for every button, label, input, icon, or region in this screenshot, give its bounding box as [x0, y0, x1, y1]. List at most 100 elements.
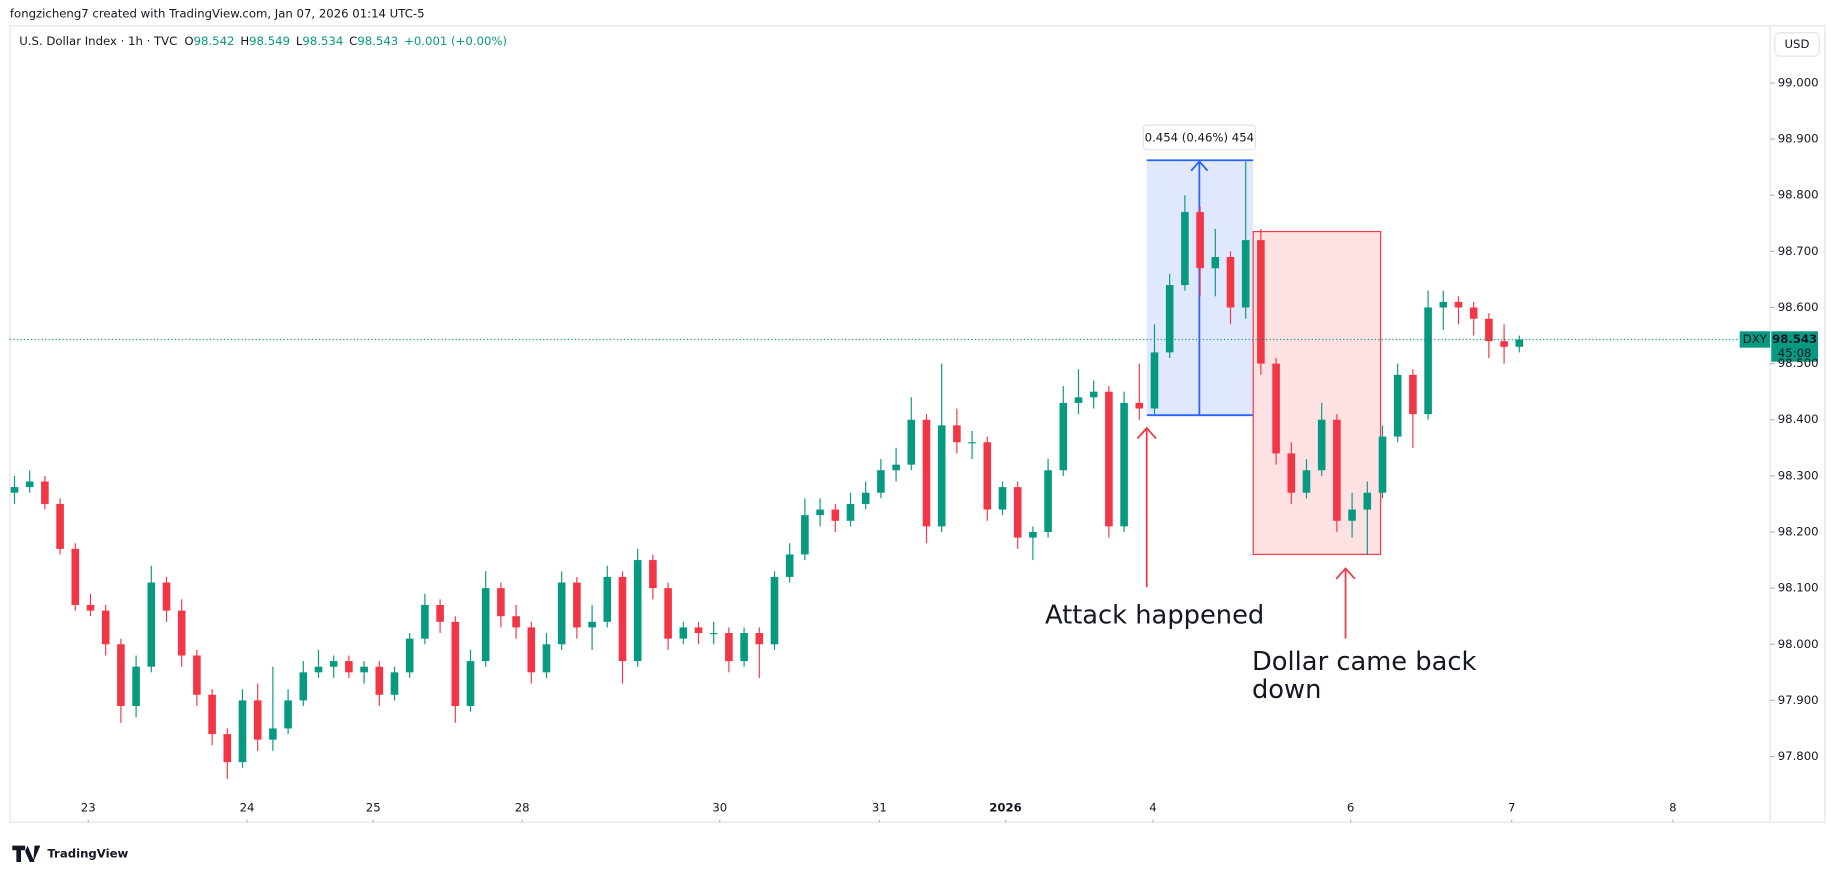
candle-body	[25, 481, 34, 488]
candle-body	[785, 554, 794, 577]
candle-body	[1165, 285, 1174, 353]
candle-body	[694, 627, 703, 634]
candle-body	[390, 672, 399, 695]
candle-body	[770, 576, 779, 645]
candles	[10, 161, 1524, 779]
candle-body	[1196, 212, 1204, 269]
candle-body	[998, 487, 1007, 510]
candle-body	[877, 470, 885, 493]
candle-body	[892, 464, 900, 471]
candle-body	[542, 644, 551, 673]
x-tick-label: 4	[1149, 801, 1156, 815]
candle-body	[846, 503, 855, 521]
candle-body	[269, 728, 277, 740]
arrowhead	[1136, 426, 1157, 440]
candle-body	[177, 610, 186, 656]
candle-body	[71, 548, 80, 605]
candle-body	[1013, 487, 1022, 538]
y-tick-label: 98.700	[1778, 244, 1819, 258]
candle-body	[664, 588, 672, 639]
y-tick-label: 98.900	[1778, 132, 1819, 146]
candle-body	[375, 666, 384, 695]
x-tick-label: 2026	[989, 801, 1022, 815]
candle-body	[1150, 352, 1159, 409]
candle-body	[1409, 374, 1417, 415]
candle-body	[314, 666, 323, 673]
candle-body	[1393, 374, 1402, 437]
candle-body	[527, 627, 536, 673]
candle-body	[101, 610, 110, 645]
candle-body	[603, 576, 612, 622]
candle-body	[1029, 532, 1037, 538]
candle-body	[1378, 436, 1387, 493]
candle-body	[41, 481, 49, 504]
y-tick-label: 98.000	[1778, 637, 1819, 651]
candle-body	[588, 621, 596, 628]
candle-body	[1257, 240, 1265, 364]
candle-body	[162, 582, 171, 611]
legend-value: 98.534	[302, 33, 343, 47]
candle-body	[1181, 212, 1189, 286]
candle-body	[907, 419, 916, 465]
candle-body	[740, 633, 748, 662]
legend-change: +0.001 (+0.00%)	[404, 33, 507, 47]
candle-body	[1500, 341, 1508, 347]
candle-body	[360, 666, 368, 673]
currency-button[interactable]	[1774, 32, 1820, 57]
candle-body	[573, 582, 581, 628]
candle-body	[193, 655, 201, 695]
candle-body	[223, 734, 232, 763]
x-tick-label: 25	[366, 801, 381, 815]
candle-body	[831, 509, 840, 521]
candle-body	[1333, 419, 1341, 521]
candle-body	[253, 700, 262, 740]
candle-body	[1424, 307, 1432, 415]
y-tick-label: 97.800	[1778, 749, 1819, 763]
x-tick-label: 23	[81, 801, 96, 815]
candle-body	[238, 700, 247, 763]
frame	[9, 25, 1826, 823]
y-tick-label: 98.500	[1778, 356, 1819, 370]
legend-key: C	[349, 33, 357, 47]
candle-body	[56, 503, 64, 549]
candle-body	[1439, 301, 1448, 308]
candle-body	[1348, 509, 1356, 521]
candle-body	[1074, 397, 1083, 403]
logo-mark	[12, 845, 41, 862]
candle-body	[481, 588, 490, 662]
arrowhead	[1335, 567, 1356, 580]
candle-body	[1317, 419, 1326, 471]
candle-body	[1089, 391, 1098, 398]
highlight-box	[1252, 230, 1382, 555]
candle-body	[1059, 402, 1068, 471]
candle-body	[953, 425, 961, 443]
annotation-text: Attack happened	[1045, 600, 1264, 630]
y-tick-label: 98.800	[1778, 188, 1819, 202]
legend-key: H	[240, 33, 249, 47]
candle-body	[451, 621, 460, 706]
candle-body	[1485, 318, 1493, 342]
y-tick-label: 98.300	[1778, 468, 1819, 482]
candle-body	[649, 560, 657, 589]
candle-body	[1120, 402, 1128, 527]
candle-body	[147, 582, 156, 667]
candle-body	[208, 694, 216, 735]
candle-body	[497, 588, 505, 617]
candle-body	[983, 442, 992, 510]
y-tick-label: 97.900	[1778, 693, 1819, 707]
candle-body	[1363, 492, 1372, 510]
candle-body	[512, 616, 520, 628]
candle-body	[86, 604, 95, 611]
candle-body	[1135, 402, 1144, 409]
logo-text: TradingView	[47, 846, 128, 860]
candle-body	[755, 633, 764, 645]
candle-body	[618, 576, 627, 662]
x-tick-label: 31	[872, 801, 887, 815]
candle-body	[1287, 453, 1296, 493]
symbol-line: U.S. Dollar Index · 1h · TVC	[19, 33, 177, 47]
y-tick-label: 98.100	[1778, 581, 1819, 595]
candle-body	[436, 604, 444, 622]
y-tick-label: 98.200	[1778, 525, 1819, 539]
